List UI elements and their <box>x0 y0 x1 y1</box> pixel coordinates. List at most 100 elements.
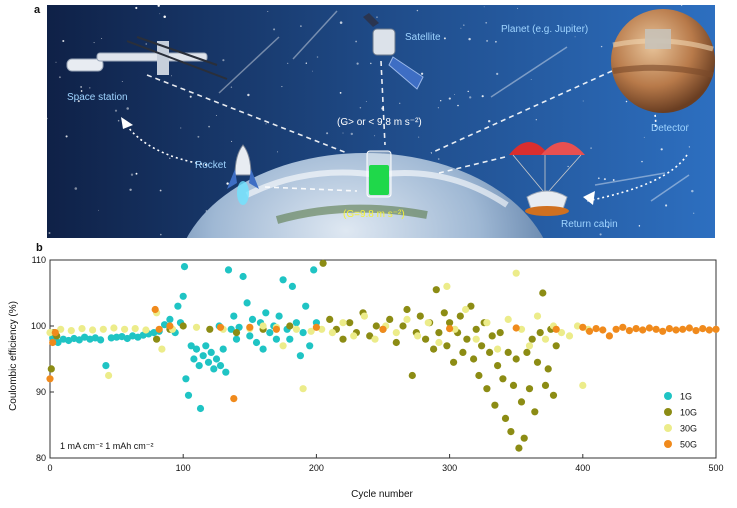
star <box>326 132 329 135</box>
detector-label: Detector <box>651 123 689 134</box>
data-point-10G <box>467 302 475 310</box>
data-point-1G <box>179 292 187 300</box>
data-point-30G <box>192 323 201 331</box>
star <box>468 37 471 41</box>
star <box>312 70 313 72</box>
star <box>121 81 123 82</box>
data-point-10G <box>386 315 394 323</box>
data-point-30G <box>292 325 300 333</box>
cabin-arrow <box>586 154 688 202</box>
data-point-1G <box>248 315 257 323</box>
data-point-50G <box>705 326 713 334</box>
data-point-10G <box>432 286 440 294</box>
data-point-1G <box>292 319 300 327</box>
data-point-10G <box>520 434 528 442</box>
data-point-30G <box>512 269 520 277</box>
legend-marker-30G <box>664 424 672 432</box>
data-point-10G <box>523 348 531 356</box>
data-point-30G <box>494 345 502 353</box>
star <box>376 16 378 18</box>
data-point-1G <box>296 352 304 360</box>
data-point-1G <box>118 333 126 341</box>
data-point-1G <box>210 365 218 373</box>
star <box>135 172 138 175</box>
data-point-10G <box>403 305 411 314</box>
data-point-10G <box>470 355 478 363</box>
data-point-10G <box>339 335 347 343</box>
star <box>160 233 162 236</box>
data-point-1G <box>97 336 105 344</box>
data-point-30G <box>99 325 107 333</box>
data-point-30G <box>105 371 113 380</box>
space-station-label: Space station <box>67 92 128 103</box>
star <box>495 40 497 43</box>
star <box>342 132 344 134</box>
legend-marker-10G <box>664 408 672 416</box>
data-point-1G <box>75 336 83 344</box>
data-point-30G <box>533 312 542 320</box>
data-point-10G <box>478 342 486 350</box>
rocket-icon <box>227 144 259 205</box>
data-point-1G <box>204 358 213 366</box>
gravity-space-label: (G> or < 9.8 m s⁻²) <box>337 117 422 128</box>
star <box>399 102 401 104</box>
star <box>77 100 80 103</box>
data-point-30G <box>46 329 54 337</box>
star <box>74 187 78 190</box>
x-tick-label: 400 <box>575 463 590 473</box>
data-point-10G <box>450 358 458 366</box>
data-point-10G <box>509 381 518 389</box>
y-axis-label: Coulombic efficiency (%) <box>8 301 19 411</box>
star <box>469 96 472 99</box>
data-point-1G <box>224 266 233 274</box>
panel-a-letter: a <box>34 4 41 16</box>
data-point-50G <box>645 324 654 332</box>
legend: 1G 10G 30G 50G <box>664 392 697 450</box>
data-point-1G <box>212 355 221 363</box>
data-point-1G <box>65 336 73 345</box>
data-point-30G <box>557 329 566 337</box>
data-point-1G <box>180 263 189 271</box>
data-point-30G <box>78 325 86 333</box>
star <box>454 94 456 95</box>
data-point-1G <box>259 345 267 353</box>
y-tick-label: 80 <box>36 453 46 463</box>
data-point-10G <box>430 345 438 353</box>
data-point-10G <box>232 329 241 337</box>
star <box>62 39 65 43</box>
data-point-1G <box>288 282 296 290</box>
data-point-30G <box>279 342 287 350</box>
data-point-1G <box>232 335 241 343</box>
star <box>339 21 343 24</box>
star <box>55 61 57 63</box>
data-point-10G <box>422 335 430 343</box>
star <box>687 124 689 126</box>
data-point-50G <box>446 325 454 333</box>
data-point-10G <box>496 329 504 337</box>
data-point-30G <box>414 332 422 340</box>
star <box>277 151 278 153</box>
data-point-50G <box>672 326 680 334</box>
earth <box>186 153 544 238</box>
data-point-50G <box>151 305 159 314</box>
data-point-1G <box>230 312 238 320</box>
x-tick-label: 100 <box>176 463 191 473</box>
star <box>680 5 683 7</box>
x-tick-label: 200 <box>309 463 324 473</box>
star <box>65 135 68 138</box>
data-point-10G <box>488 332 496 340</box>
data-point-1G <box>196 404 205 413</box>
star <box>171 75 172 77</box>
data-point-10G <box>533 358 542 366</box>
y-tick-label: 100 <box>31 321 46 331</box>
data-point-10G <box>494 362 502 370</box>
data-point-1G <box>246 332 254 340</box>
legend-label-10G: 10G <box>680 408 697 418</box>
plot-frame <box>49 259 717 459</box>
data-point-50G <box>579 323 587 331</box>
data-point-10G <box>483 385 491 393</box>
star <box>80 90 83 92</box>
star <box>603 178 606 181</box>
data-point-10G <box>531 408 539 416</box>
legend-marker-1G <box>664 392 672 400</box>
